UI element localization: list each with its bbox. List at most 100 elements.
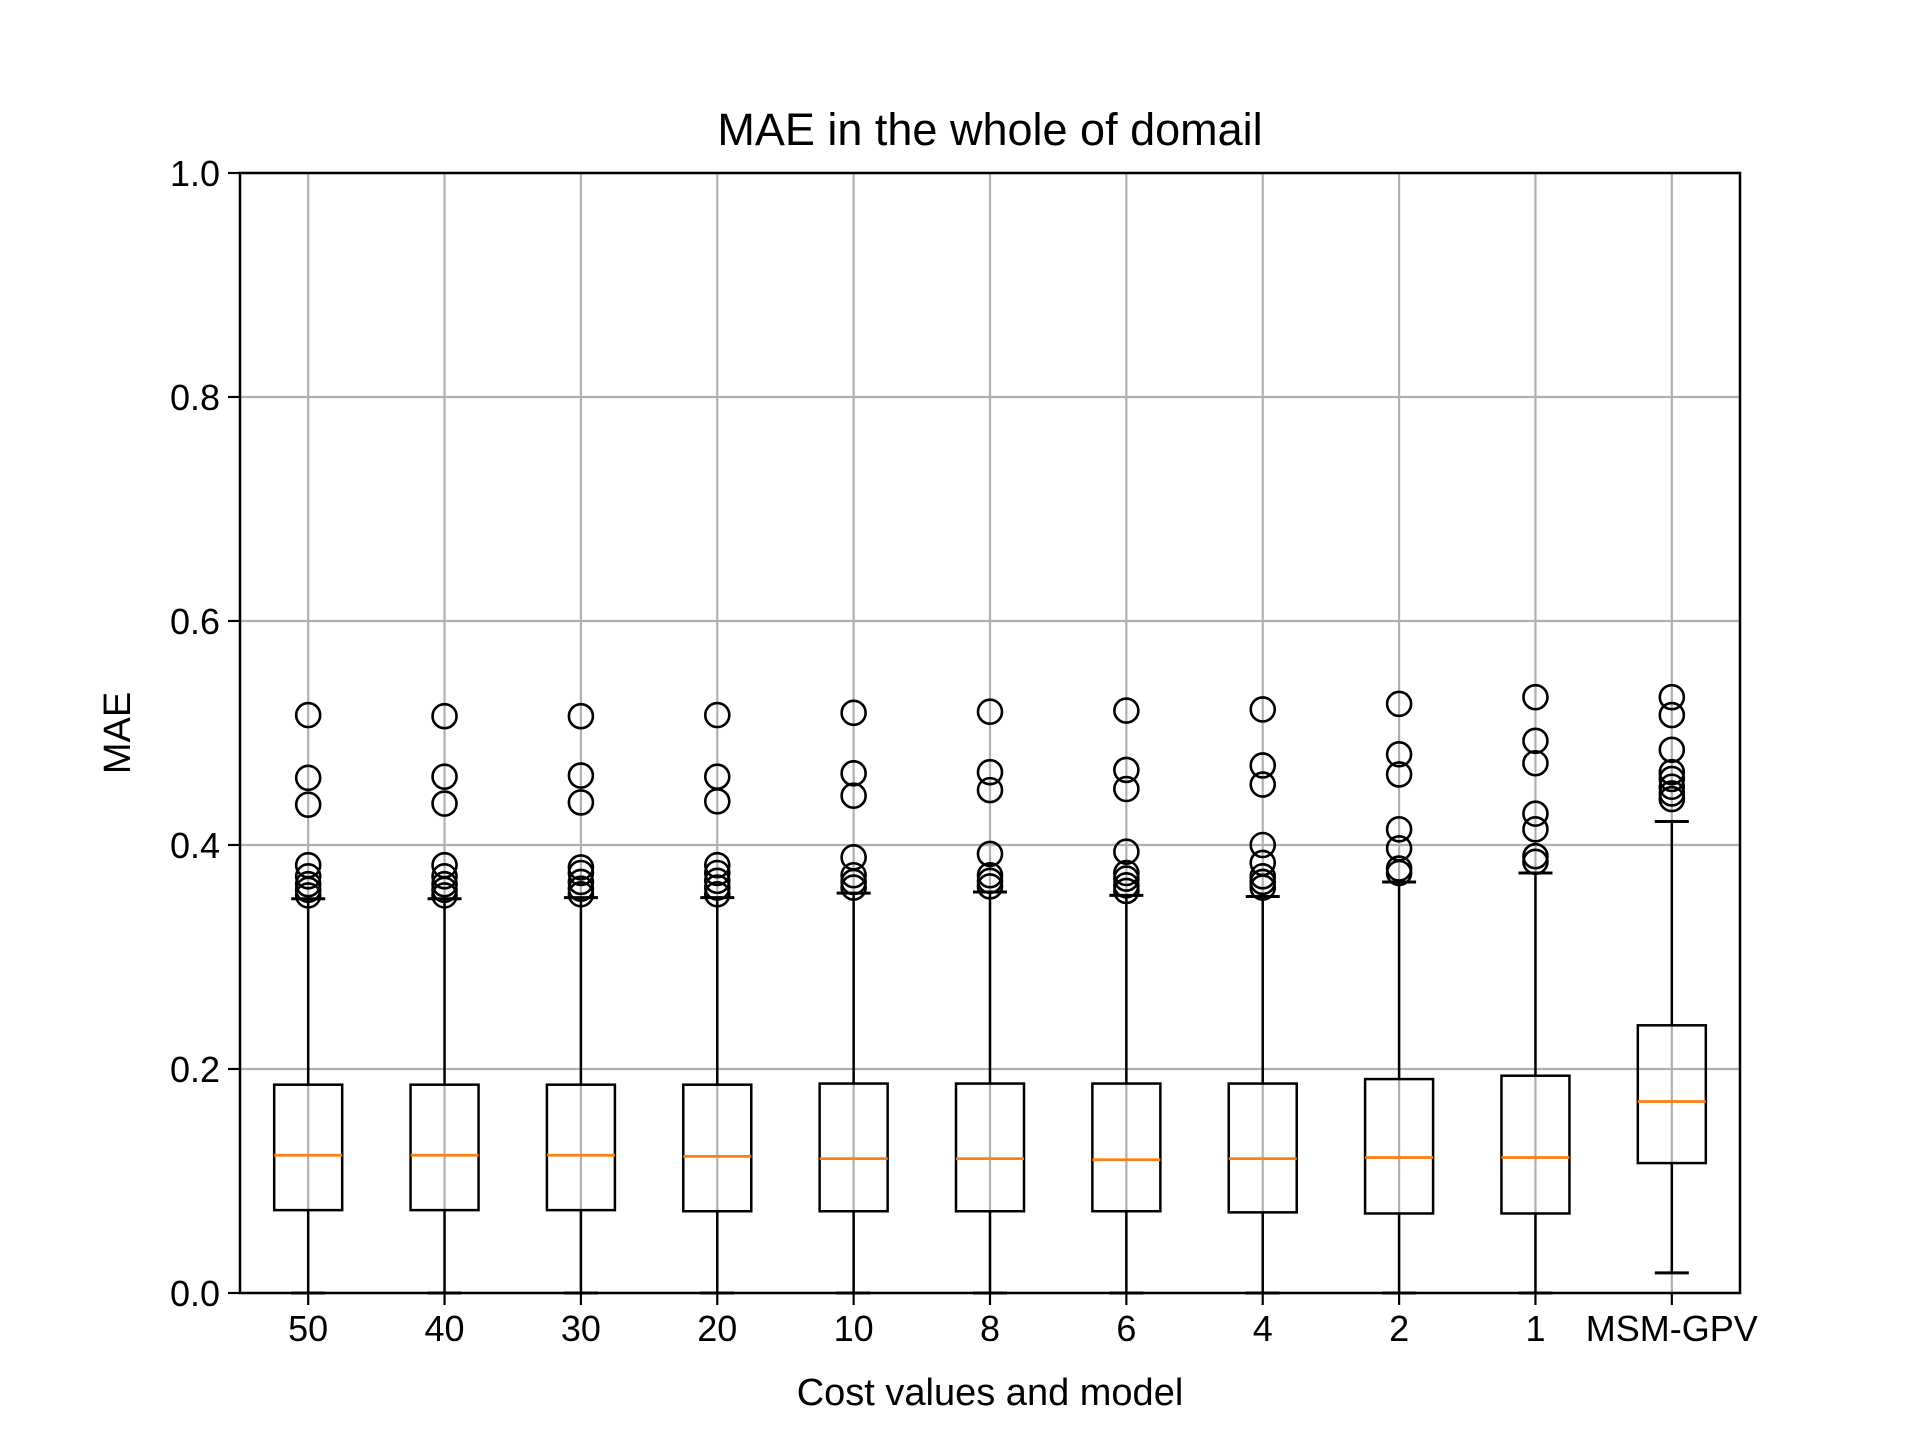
outlier-point bbox=[1658, 701, 1686, 729]
outlier-point bbox=[1385, 690, 1413, 718]
outlier-point bbox=[1113, 859, 1140, 887]
outlier-point bbox=[1113, 872, 1140, 899]
iqr-box bbox=[1091, 1082, 1162, 1213]
box-group bbox=[1227, 696, 1298, 1295]
box-group bbox=[1363, 690, 1435, 1295]
outlier-point bbox=[703, 880, 731, 908]
outlier-point bbox=[1113, 756, 1140, 784]
outlier-point bbox=[703, 874, 731, 901]
box-series bbox=[272, 683, 1708, 1295]
outlier-point bbox=[840, 844, 867, 871]
outlier-point bbox=[431, 790, 458, 817]
grid-lines bbox=[240, 171, 1740, 1295]
outlier-point bbox=[1385, 761, 1413, 788]
outlier-point bbox=[1385, 740, 1413, 768]
x-tick-label: 20 bbox=[697, 1308, 737, 1349]
outlier-point bbox=[567, 875, 595, 902]
y-tick-label: 0.4 bbox=[170, 825, 220, 866]
outlier-point bbox=[703, 701, 731, 729]
y-tick-label: 0.0 bbox=[170, 1273, 220, 1314]
y-tick-label: 0.2 bbox=[170, 1049, 220, 1090]
outlier-point bbox=[431, 851, 458, 879]
box-group bbox=[545, 702, 617, 1295]
outlier-point bbox=[1385, 816, 1413, 843]
outlier-point bbox=[1522, 816, 1549, 843]
outlier-point bbox=[1249, 771, 1277, 798]
outlier-point bbox=[1385, 835, 1413, 862]
outlier-point bbox=[431, 870, 458, 898]
y-tick-label: 0.6 bbox=[170, 601, 220, 642]
x-tick-label: 40 bbox=[425, 1308, 465, 1349]
iqr-box bbox=[818, 1082, 889, 1213]
box-group bbox=[1636, 683, 1708, 1275]
outlier-point bbox=[1522, 800, 1549, 827]
outlier-point bbox=[567, 789, 595, 816]
iqr-box bbox=[409, 1083, 480, 1212]
outlier-point bbox=[1522, 842, 1549, 870]
outlier-point bbox=[840, 699, 867, 727]
iqr-box bbox=[954, 1082, 1026, 1213]
outlier-point bbox=[1249, 752, 1277, 779]
x-axis-label: Cost values and model bbox=[797, 1372, 1184, 1414]
outlier-point bbox=[840, 861, 867, 889]
outlier-point bbox=[431, 702, 458, 730]
iqr-box bbox=[1227, 1082, 1298, 1214]
x-tick-label: 8 bbox=[980, 1308, 1000, 1349]
outlier-point bbox=[1522, 749, 1549, 777]
outlier-point bbox=[294, 764, 322, 792]
outlier-point bbox=[840, 782, 867, 810]
outlier-point bbox=[294, 791, 322, 818]
outlier-point bbox=[1113, 838, 1140, 866]
outlier-point bbox=[431, 763, 458, 790]
outlier-point bbox=[1658, 736, 1686, 764]
outlier-point bbox=[1385, 855, 1413, 882]
outlier-point bbox=[976, 861, 1004, 889]
outlier-point bbox=[1249, 849, 1277, 877]
outlier-point bbox=[1658, 765, 1686, 793]
axes: 0.0 0.2 0.4 0.6 0.8 1.0 50 40 30 20 10 8 6 4 2 1 MSM-GPV bbox=[170, 153, 1758, 1349]
outlier-point bbox=[567, 762, 595, 789]
outlier-point bbox=[976, 698, 1004, 726]
outlier-point bbox=[1249, 863, 1277, 890]
iqr-box bbox=[682, 1083, 753, 1213]
outlier-point bbox=[976, 776, 1004, 804]
outlier-point bbox=[703, 859, 731, 887]
outlier-point bbox=[294, 851, 322, 879]
y-tick-label: 1.0 bbox=[170, 153, 220, 194]
iqr-box bbox=[272, 1083, 344, 1212]
outlier-point bbox=[1522, 683, 1549, 711]
x-tick-label: 2 bbox=[1389, 1308, 1409, 1349]
x-tick-label: 6 bbox=[1116, 1308, 1136, 1349]
outlier-point bbox=[976, 758, 1004, 786]
outlier-point bbox=[1658, 773, 1686, 801]
outlier-point bbox=[1113, 697, 1140, 724]
outlier-point bbox=[294, 870, 322, 898]
y-axis-label: MAE bbox=[97, 692, 139, 774]
x-tick-label: 50 bbox=[288, 1308, 328, 1349]
outlier-point bbox=[1113, 775, 1140, 803]
outlier-point bbox=[567, 868, 595, 896]
outlier-point bbox=[703, 867, 731, 895]
x-tick-label: 30 bbox=[561, 1308, 601, 1349]
chart-title: MAE in the whole of domail bbox=[717, 104, 1262, 155]
x-tick-label: 1 bbox=[1525, 1308, 1545, 1349]
outlier-point bbox=[567, 702, 595, 730]
outlier-point bbox=[294, 863, 322, 890]
x-tick-label: 4 bbox=[1253, 1308, 1273, 1349]
outlier-point bbox=[1522, 727, 1549, 755]
outlier-point bbox=[1249, 831, 1277, 859]
x-tick-label: MSM-GPV bbox=[1586, 1308, 1758, 1349]
iqr-box bbox=[1500, 1074, 1571, 1215]
box-group bbox=[272, 701, 344, 1295]
outlier-point bbox=[567, 854, 595, 881]
outlier-point bbox=[1658, 683, 1686, 711]
outlier-point bbox=[431, 863, 458, 890]
outlier-point bbox=[1658, 780, 1686, 807]
outlier-point bbox=[703, 851, 731, 879]
outlier-point bbox=[1249, 696, 1277, 723]
outlier-point bbox=[976, 840, 1004, 868]
y-tick-label: 0.8 bbox=[170, 377, 220, 418]
iqr-box bbox=[1636, 1024, 1708, 1165]
outlier-point bbox=[703, 763, 731, 790]
